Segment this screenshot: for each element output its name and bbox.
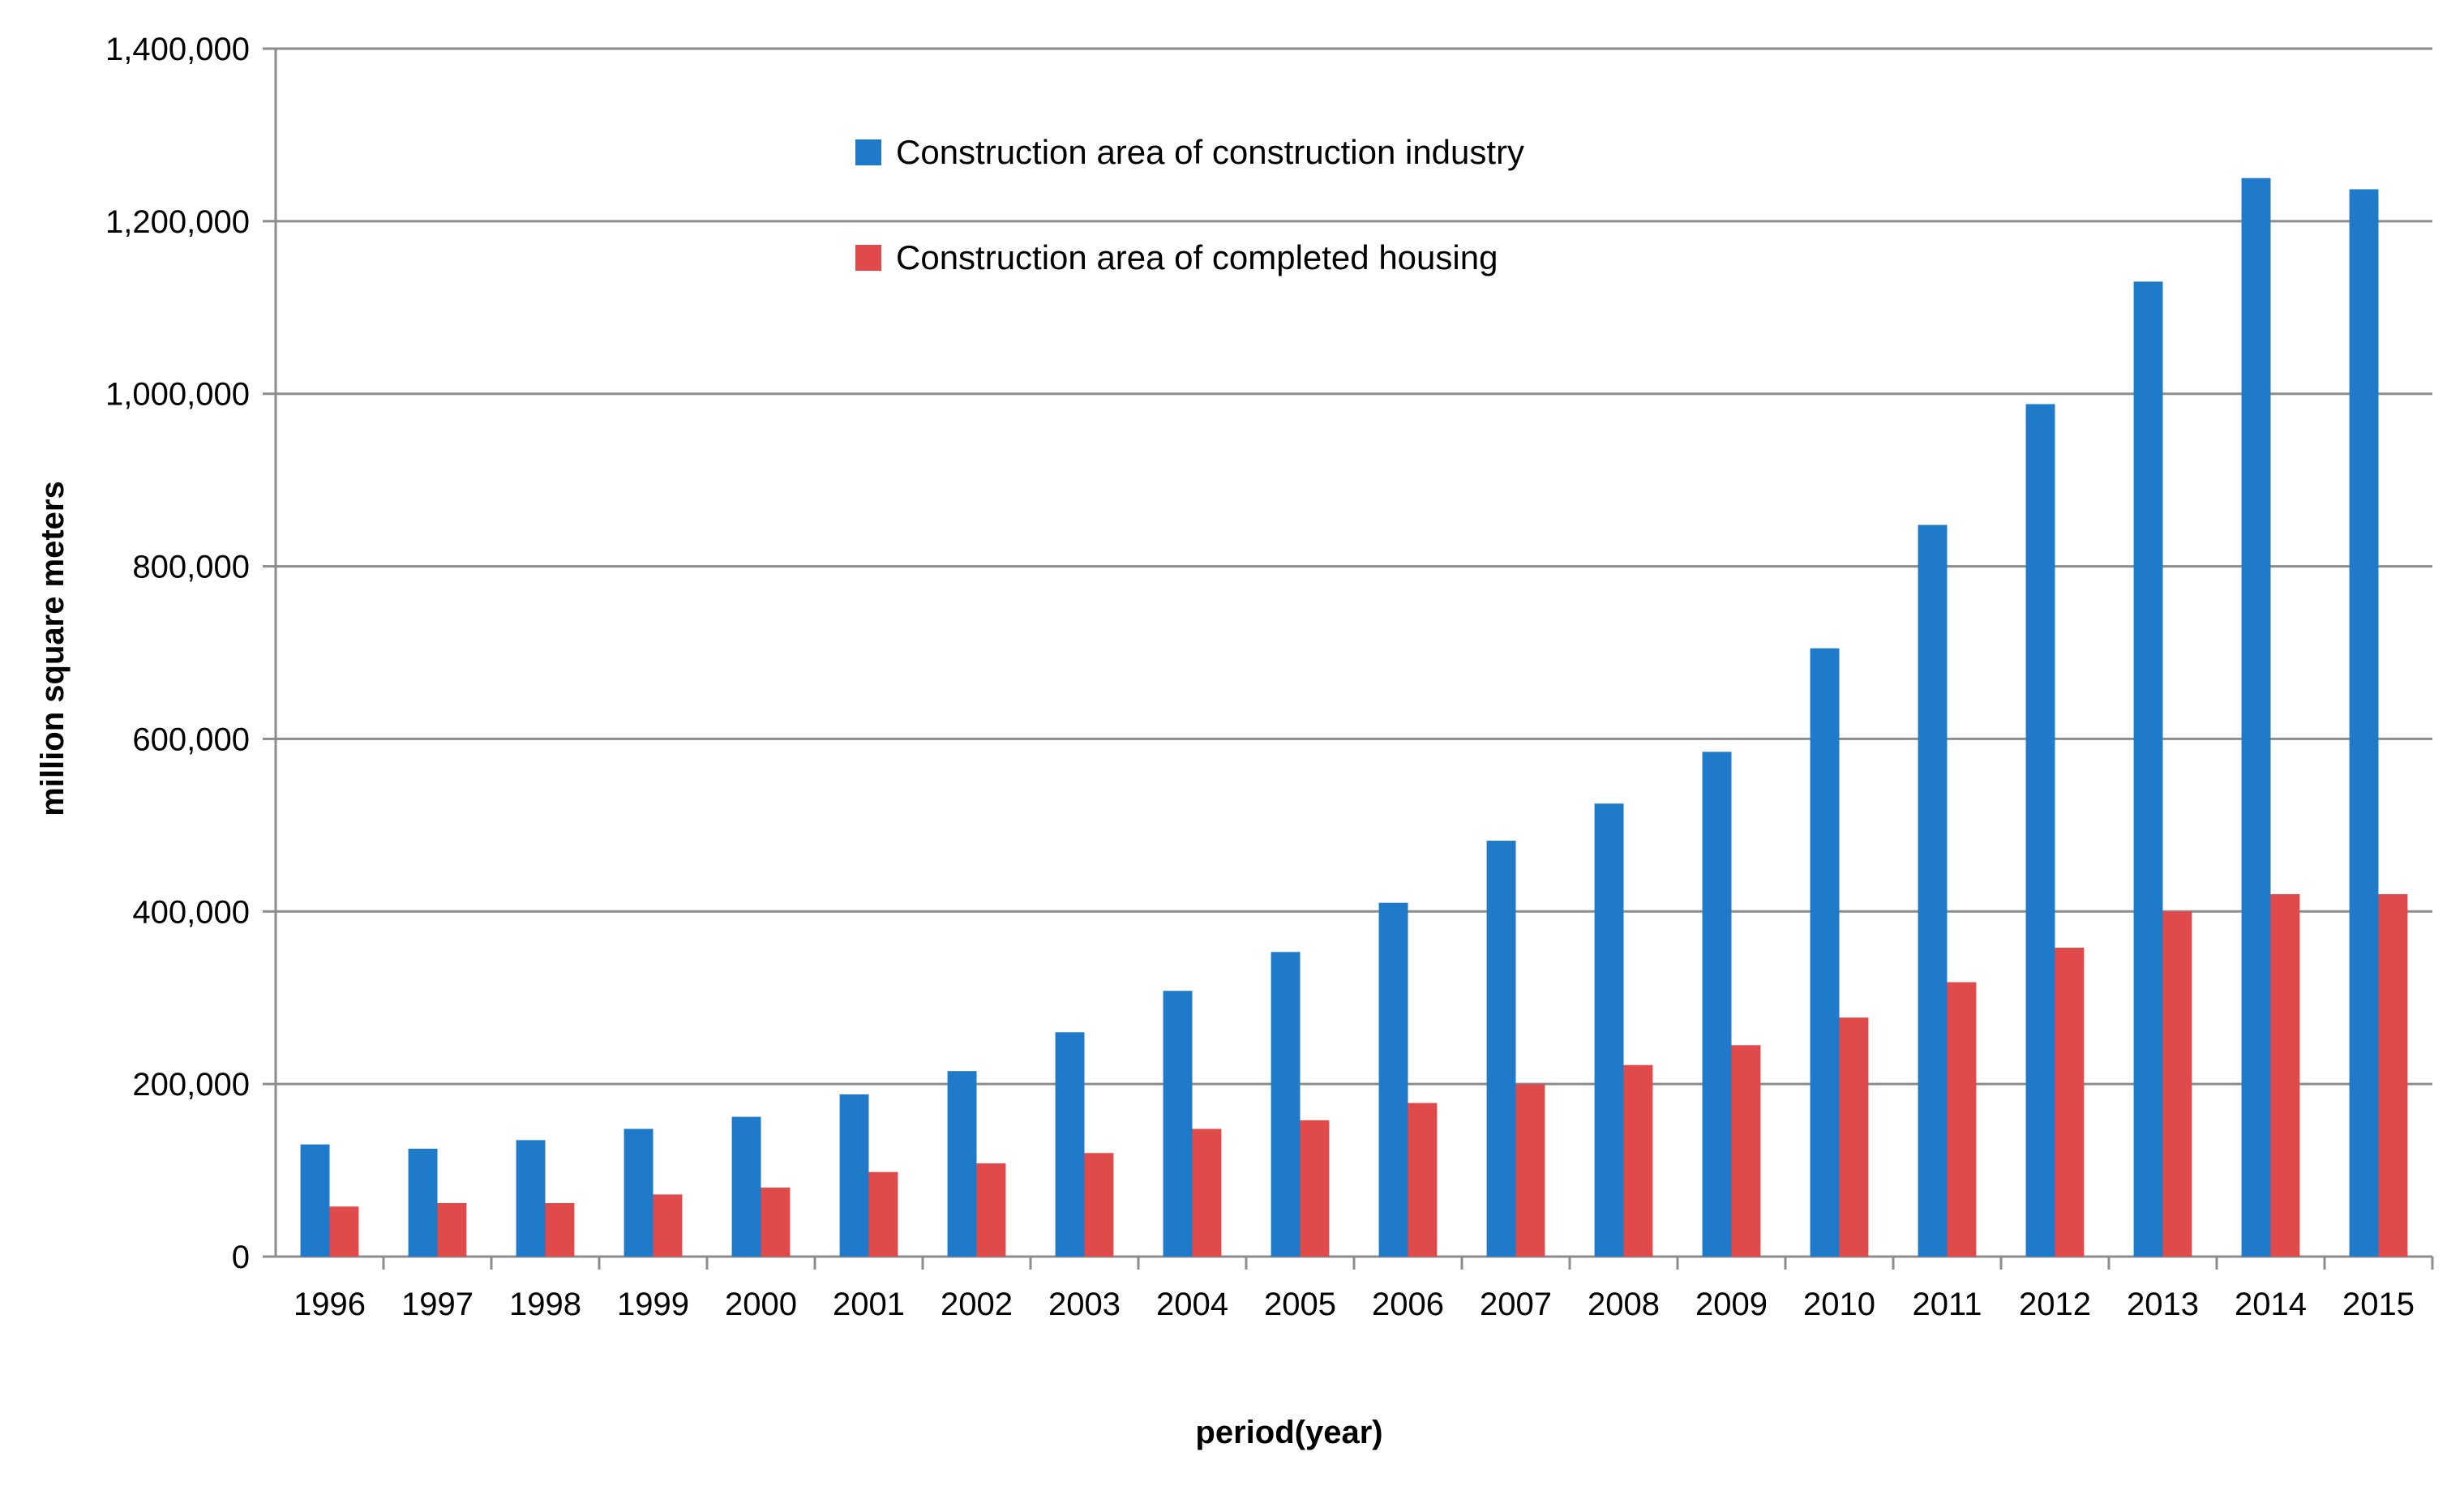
bar-construction-industry <box>2133 281 2163 1257</box>
bar-construction-industry <box>1918 525 1948 1257</box>
bar-construction-industry <box>731 1116 761 1257</box>
bar-completed-housing <box>1300 1120 1330 1257</box>
legend-label-construction-industry: Construction area of construction indust… <box>896 133 1524 171</box>
bar-construction-industry <box>2349 189 2379 1257</box>
gridlines <box>276 47 2432 1086</box>
legend-swatch-construction-industry <box>855 139 881 165</box>
bar-construction-industry <box>1702 752 1732 1257</box>
bar-construction-industry <box>1594 803 1624 1257</box>
y-tick-label: 1,200,000 <box>105 204 250 240</box>
y-tick-label: 1,400,000 <box>105 32 250 67</box>
y-tick-label: 600,000 <box>132 722 250 757</box>
bar-completed-housing <box>545 1203 575 1257</box>
bar-completed-housing <box>653 1194 683 1257</box>
legend-label-completed-housing: Construction area of completed housing <box>896 238 1498 276</box>
bar-completed-housing <box>1515 1084 1545 1257</box>
bar-construction-industry <box>2025 404 2055 1257</box>
bar-completed-housing <box>1408 1103 1438 1257</box>
x-tick-label: 2011 <box>1912 1287 1982 1322</box>
x-tick-label: 2013 <box>2127 1287 2199 1322</box>
y-axis-title: million square meters <box>35 481 71 816</box>
tick-labels: 0 200,000 400,000 600,000 800,000 1,000,000 1,… <box>105 32 2415 1322</box>
x-tick-label: 1996 <box>294 1287 366 1322</box>
x-tick-label: 2005 <box>1264 1287 1336 1322</box>
y-tick-label: 0 <box>232 1240 250 1275</box>
bar-completed-housing <box>2270 894 2300 1257</box>
y-tick-label: 400,000 <box>132 894 250 930</box>
bar-construction-industry <box>300 1144 330 1257</box>
bar-construction-industry <box>1378 902 1408 1257</box>
bar-construction-industry <box>408 1148 438 1257</box>
bar-completed-housing <box>2378 894 2408 1257</box>
bar-construction-industry <box>2241 178 2271 1257</box>
y-tick-label: 800,000 <box>132 550 250 585</box>
x-tick-label: 2000 <box>725 1287 797 1322</box>
bar-completed-housing <box>2055 947 2085 1257</box>
x-tick-label: 1997 <box>401 1287 474 1322</box>
bar-completed-housing <box>1731 1045 1761 1257</box>
bar-construction-industry <box>1055 1032 1085 1257</box>
bar-construction-industry <box>516 1140 546 1257</box>
axes <box>263 47 2434 1270</box>
bar-construction-industry <box>1486 841 1516 1257</box>
x-axis-title: period(year) <box>1195 1415 1382 1450</box>
x-tick-label: 2001 <box>833 1287 905 1322</box>
y-tick-label: 200,000 <box>132 1067 250 1103</box>
x-tick-label: 1999 <box>617 1287 689 1322</box>
x-tick-label: 2012 <box>2019 1287 2091 1322</box>
y-tick-label: 1,000,000 <box>105 377 250 413</box>
bars <box>300 178 2408 1257</box>
bar-completed-housing <box>1084 1153 1114 1257</box>
bar-construction-industry <box>1810 648 1840 1257</box>
legend: Construction area of construction indust… <box>855 133 1524 276</box>
bar-construction-industry <box>623 1128 653 1257</box>
bar-completed-housing <box>761 1187 791 1257</box>
x-tick-label: 2006 <box>1372 1287 1444 1322</box>
bar-construction-industry <box>947 1071 977 1257</box>
bar-construction-industry <box>1271 952 1301 1257</box>
bar-completed-housing <box>437 1203 467 1257</box>
bar-completed-housing <box>1839 1017 1869 1257</box>
x-tick-label: 2004 <box>1156 1287 1228 1322</box>
bar-completed-housing <box>329 1206 359 1257</box>
bar-completed-housing <box>1623 1064 1653 1257</box>
x-tick-label: 2010 <box>1803 1287 1875 1322</box>
bar-construction-industry <box>1163 991 1193 1257</box>
x-tick-label: 2008 <box>1588 1287 1660 1322</box>
x-tick-label: 2014 <box>2235 1287 2307 1322</box>
bar-completed-housing <box>976 1163 1006 1257</box>
bar-completed-housing <box>868 1171 898 1257</box>
bar-completed-housing <box>2162 911 2192 1257</box>
x-tick-label: 1998 <box>509 1287 581 1322</box>
x-tick-label: 2007 <box>1480 1287 1552 1322</box>
bar-completed-housing <box>1947 982 1977 1257</box>
bar-completed-housing <box>1192 1128 1222 1257</box>
x-tick-label: 2002 <box>941 1287 1013 1322</box>
x-tick-label: 2015 <box>2342 1287 2415 1322</box>
x-tick-label: 2009 <box>1695 1287 1768 1322</box>
legend-swatch-completed-housing <box>855 245 881 271</box>
x-tick-label: 2003 <box>1048 1287 1121 1322</box>
bar-construction-industry <box>839 1094 869 1257</box>
